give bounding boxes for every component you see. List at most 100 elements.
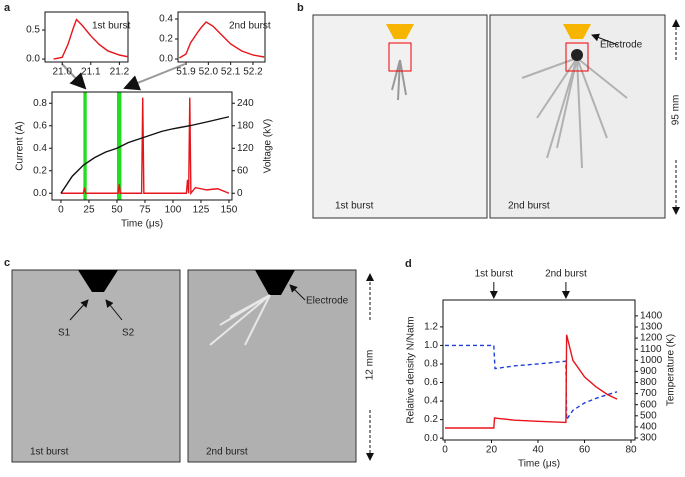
roi xyxy=(565,42,589,72)
x-tick-label: 80 xyxy=(625,445,637,456)
electrode xyxy=(255,270,295,295)
y2-tick-label: 1400 xyxy=(640,311,663,322)
y2-tick-label: 700 xyxy=(640,388,657,399)
y-tick-label: 1.2 xyxy=(424,322,438,333)
x-axis-label: Time (μs) xyxy=(518,459,560,470)
image xyxy=(312,14,488,219)
y-tick-label: 0.0 xyxy=(26,54,40,65)
y2-tick-label: 0 xyxy=(237,188,243,199)
y2-tick-label: 180 xyxy=(237,120,254,131)
y2-tick-label: 600 xyxy=(640,399,657,410)
electrode xyxy=(386,24,414,39)
electrode xyxy=(563,24,591,39)
x-tick-label: 0 xyxy=(58,205,64,216)
caption: 1st burst xyxy=(30,447,69,458)
arrow xyxy=(61,63,87,90)
annotation: 1st burst xyxy=(475,269,514,280)
y2-tick-label: 240 xyxy=(237,98,254,109)
y2-tick-label: 1300 xyxy=(640,322,663,333)
x-tick-label: 100 xyxy=(165,205,182,216)
electrode-label: Electrode xyxy=(306,296,349,307)
y2-tick-label: 120 xyxy=(237,143,254,154)
series-line xyxy=(444,334,618,429)
y-tick-label: 0.2 xyxy=(424,414,438,425)
y-tick-label: 0.4 xyxy=(33,143,47,154)
panel-label: c xyxy=(4,257,10,269)
y-tick-label: 0.0 xyxy=(33,188,47,199)
arrow xyxy=(123,63,186,91)
x-tick-label: 50 xyxy=(111,205,123,216)
y-axis-label: Relative density N/Natm xyxy=(406,316,417,423)
x-tick-label: 40 xyxy=(532,445,544,456)
streamer xyxy=(521,57,628,169)
scale-label: 95 mm xyxy=(671,95,682,126)
plot-frame xyxy=(177,11,266,63)
y2-tick-label: 1200 xyxy=(640,333,663,344)
y-tick-label: 0.2 xyxy=(159,34,173,45)
plot-frame xyxy=(44,11,129,63)
y-tick-label: 1.0 xyxy=(424,340,438,351)
x-tick-label: 51.9 xyxy=(176,67,196,78)
y2-tick-label: 60 xyxy=(237,165,249,176)
x-tick-label: 125 xyxy=(193,205,210,216)
y-tick-label: 0.5 xyxy=(26,25,40,36)
caption: 1st burst xyxy=(335,201,374,212)
panel-c: c S1 S2 Electrode 1st burst 2nd burst 12… xyxy=(4,257,376,463)
arrow xyxy=(591,33,619,46)
y-tick-label: 0.6 xyxy=(33,120,47,131)
marker-label: S2 xyxy=(122,328,135,339)
x-tick-label: 21.1 xyxy=(81,67,101,78)
streamer xyxy=(209,294,271,346)
y-axis-label: Current (A) xyxy=(15,121,26,170)
y2-tick-label: 500 xyxy=(640,410,657,421)
x-tick-label: 52.0 xyxy=(199,67,219,78)
x-tick-label: 21.0 xyxy=(52,67,72,78)
series-line xyxy=(60,97,230,196)
marker-label: S1 xyxy=(58,328,71,339)
y-tick-label: 0.0 xyxy=(159,54,173,65)
glow xyxy=(571,49,583,61)
y2-tick-label: 800 xyxy=(640,377,657,388)
highlight xyxy=(83,92,87,200)
arrow xyxy=(105,299,123,321)
x-tick-label: 20 xyxy=(486,445,498,456)
y-tick-label: 0.2 xyxy=(33,165,47,176)
y-tick-label: 0.0 xyxy=(424,433,438,444)
y2-axis-label: Temperature (K) xyxy=(666,334,677,406)
plot-frame xyxy=(51,91,233,201)
x-tick-label: 21.2 xyxy=(110,67,130,78)
y-tick-label: 0.8 xyxy=(424,359,438,370)
x-tick-label: 60 xyxy=(579,445,591,456)
caption: 2nd burst xyxy=(206,447,248,458)
image xyxy=(489,14,666,219)
series-line xyxy=(60,116,230,194)
x-tick-label: 150 xyxy=(221,205,238,216)
y-tick-label: 0.6 xyxy=(424,377,438,388)
image xyxy=(11,269,181,463)
annotation: 2nd burst xyxy=(545,269,587,280)
highlight xyxy=(116,92,122,200)
x-tick-label: 25 xyxy=(83,205,95,216)
x-tick-label: 75 xyxy=(139,205,151,216)
streamer xyxy=(391,59,407,101)
series-line xyxy=(444,344,618,422)
x-axis-label: Time (μs) xyxy=(121,219,163,230)
caption: 2nd burst xyxy=(508,201,550,212)
y2-tick-label: 400 xyxy=(640,422,657,433)
y2-axis-label: Voltage (kV) xyxy=(263,119,274,173)
electrode xyxy=(78,270,118,292)
y-tick-label: 0.4 xyxy=(424,396,438,407)
y-tick-label: 0.4 xyxy=(159,14,173,25)
plot-frame xyxy=(442,299,636,441)
inset-label: 2nd burst xyxy=(229,21,271,32)
y-tick-label: 0.8 xyxy=(33,98,47,109)
series-line xyxy=(178,21,265,59)
roi xyxy=(388,42,412,72)
panel-label: a xyxy=(4,2,11,14)
scale-label: 12 mm xyxy=(365,350,376,381)
panel-b: b Electrode 1st burst 2nd burst 95 mm xyxy=(297,2,682,219)
panel-label: b xyxy=(297,2,304,14)
arrow xyxy=(289,284,306,301)
series-line xyxy=(53,18,129,60)
